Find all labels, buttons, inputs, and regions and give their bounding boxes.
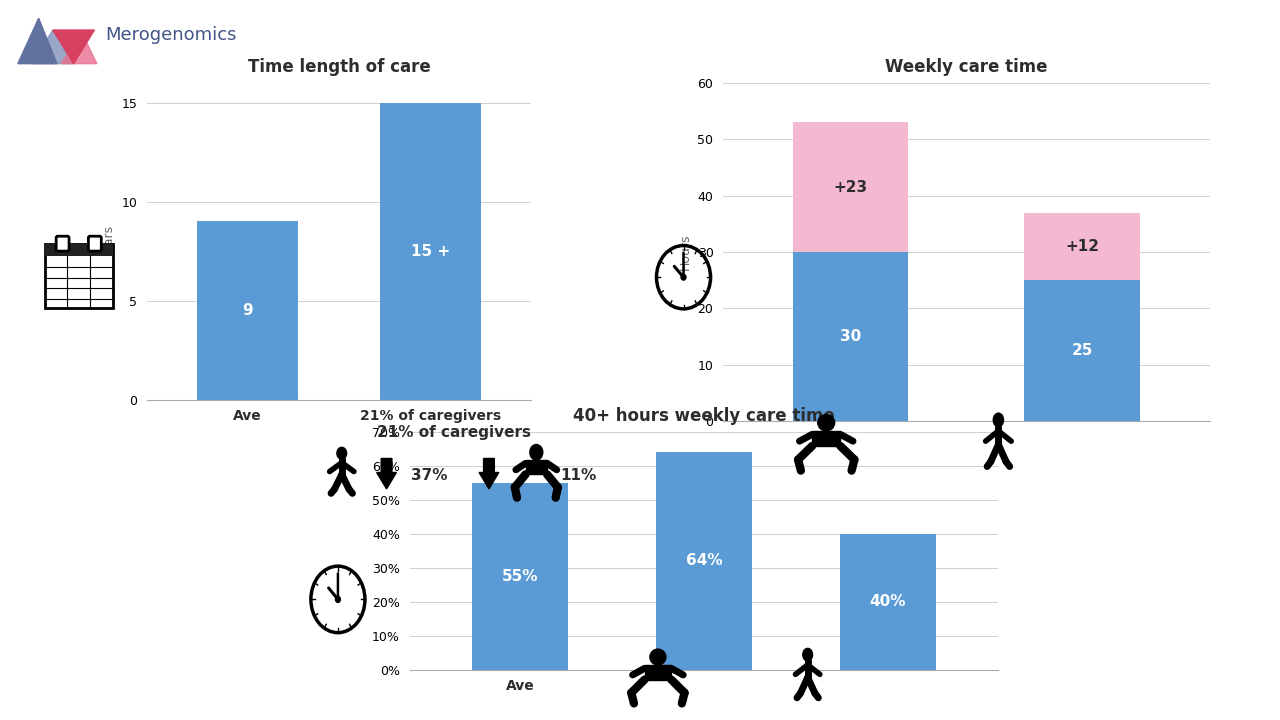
Legend: Typical caregiver, Rare disease caregiver: Typical caregiver, Rare disease caregive…: [719, 471, 992, 490]
Text: 30: 30: [840, 329, 861, 344]
Polygon shape: [52, 30, 95, 63]
FancyArrow shape: [479, 459, 499, 489]
Bar: [197, 222, 298, 400]
Bar: [792, 122, 909, 252]
Text: 55%: 55%: [502, 569, 539, 584]
FancyArrow shape: [376, 459, 397, 489]
Text: 25: 25: [1071, 343, 1093, 358]
Text: 15 +: 15 +: [411, 243, 451, 258]
Text: 9: 9: [242, 303, 253, 318]
Polygon shape: [32, 30, 73, 63]
Text: 21% of caregivers: 21% of caregivers: [378, 425, 531, 439]
Circle shape: [803, 649, 813, 661]
Circle shape: [650, 649, 666, 665]
Bar: [380, 102, 481, 400]
Circle shape: [681, 274, 686, 280]
Bar: [840, 534, 936, 670]
Bar: [1024, 280, 1140, 421]
FancyBboxPatch shape: [645, 665, 671, 680]
Polygon shape: [18, 18, 58, 63]
Circle shape: [993, 413, 1004, 427]
Y-axis label: Years: Years: [104, 225, 116, 258]
Bar: [472, 483, 568, 670]
Text: 37%: 37%: [411, 468, 447, 482]
Circle shape: [818, 415, 835, 431]
FancyBboxPatch shape: [45, 243, 113, 256]
FancyBboxPatch shape: [88, 236, 101, 251]
FancyBboxPatch shape: [813, 431, 841, 446]
Circle shape: [337, 447, 347, 459]
Y-axis label: Hours: Hours: [678, 234, 692, 270]
Circle shape: [335, 596, 340, 603]
Title: Time length of care: Time length of care: [248, 58, 430, 76]
Polygon shape: [61, 33, 97, 63]
Bar: [1024, 212, 1140, 280]
Text: 40%: 40%: [869, 594, 906, 609]
Text: +12: +12: [1065, 239, 1100, 254]
FancyBboxPatch shape: [526, 460, 547, 474]
Text: +23: +23: [833, 179, 868, 194]
FancyBboxPatch shape: [45, 243, 113, 308]
Bar: [657, 452, 751, 670]
Text: Merogenomics: Merogenomics: [105, 27, 237, 45]
Title: 40+ hours weekly care time: 40+ hours weekly care time: [573, 407, 835, 425]
Title: Weekly care time: Weekly care time: [886, 58, 1047, 76]
Bar: [792, 252, 909, 421]
Text: 11%: 11%: [561, 468, 596, 482]
FancyBboxPatch shape: [56, 236, 69, 251]
Text: 64%: 64%: [686, 554, 722, 569]
Circle shape: [530, 444, 543, 460]
